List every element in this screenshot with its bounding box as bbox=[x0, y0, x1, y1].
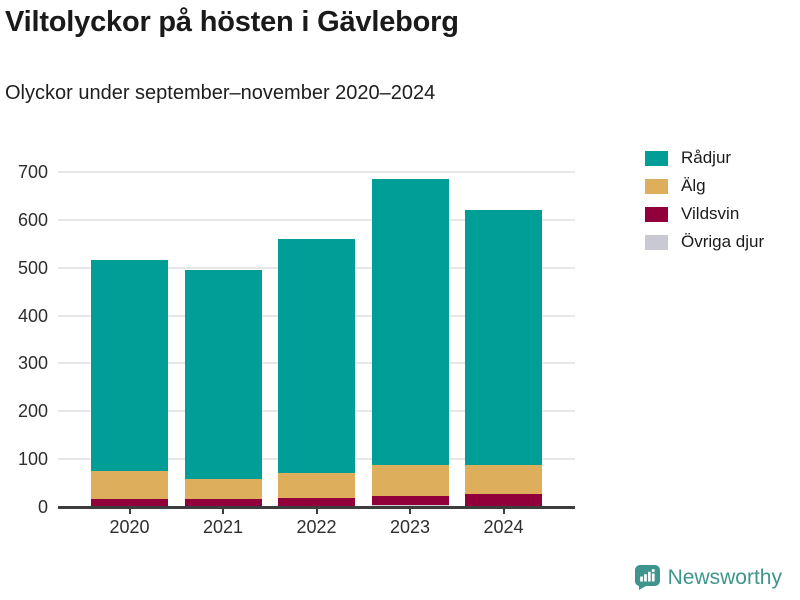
bar-segment-2024-Rådjur bbox=[465, 210, 542, 466]
bar-2024 bbox=[465, 172, 542, 507]
bar-segment-2021-Vildsvin bbox=[184, 498, 262, 507]
bar-segment-2020-Rådjur bbox=[91, 260, 168, 471]
legend-item-3: Vildsvin bbox=[645, 204, 795, 223]
legend: Rådjur Älg Vildsvin Övriga djur bbox=[645, 148, 795, 251]
bar-segment-2020-Vildsvin bbox=[91, 499, 168, 506]
bar-segment-2020-Älg bbox=[91, 470, 168, 500]
y-tick-label-700: 700 bbox=[17, 162, 48, 182]
x-tick-label-2024: 2024 bbox=[483, 517, 524, 537]
y-tick-label-400: 400 bbox=[17, 305, 48, 326]
gridline-700 bbox=[58, 171, 575, 173]
legend-swatch-4 bbox=[645, 234, 668, 250]
legend-swatch-2 bbox=[645, 178, 668, 194]
x-tick-2023 bbox=[409, 507, 411, 514]
bar-segment-2024-Älg bbox=[465, 465, 542, 494]
legend-label-3: Vildsvin bbox=[681, 204, 740, 223]
bar-segment-2022-Älg bbox=[278, 473, 355, 499]
y-tick-label-100: 100 bbox=[17, 449, 48, 470]
bar-segment-2022-Rådjur bbox=[278, 239, 355, 474]
legend-swatch-1 bbox=[645, 150, 668, 166]
y-tick-label-200: 200 bbox=[17, 401, 48, 422]
newsworthy-brand-text: Newsworthy bbox=[667, 565, 782, 589]
newsworthy-logo-icon bbox=[634, 565, 660, 590]
bar-segment-2024-Vildsvin bbox=[465, 493, 542, 507]
x-axis-line bbox=[58, 506, 575, 509]
bar-segment-2021-Rådjur bbox=[184, 270, 262, 480]
x-tick-2020 bbox=[128, 507, 131, 514]
legend-swatch-3 bbox=[645, 206, 668, 222]
bar-2022 bbox=[278, 172, 355, 507]
legend-item-4: Övriga djur bbox=[645, 232, 795, 251]
y-tick-label-600: 600 bbox=[17, 209, 48, 230]
bar-segment-2022-Vildsvin bbox=[278, 498, 355, 507]
x-tick-label-2021: 2021 bbox=[202, 517, 244, 537]
y-tick-label-500: 500 bbox=[17, 257, 48, 278]
legend-item-1: Rådjur bbox=[645, 148, 795, 167]
x-tick-label-2022: 2022 bbox=[296, 517, 337, 537]
chart-title: Viltolyckor på hösten i Gävleborg bbox=[5, 6, 459, 38]
bar-segment-2023-Älg bbox=[371, 464, 449, 496]
bar-segment-2023-Övriga djur bbox=[371, 504, 449, 507]
x-tick-2022 bbox=[315, 507, 318, 514]
chart-subtitle: Olyckor under september–november 2020–20… bbox=[5, 82, 436, 104]
x-tick-2021 bbox=[222, 507, 224, 514]
bar-2020 bbox=[91, 172, 168, 507]
plot-area bbox=[58, 171, 575, 514]
y-tick-label-0: 0 bbox=[37, 497, 48, 517]
x-tick-label-2020: 2020 bbox=[109, 517, 150, 537]
x-tick-2024 bbox=[502, 507, 505, 514]
bar-segment-2023-Vildsvin bbox=[371, 496, 449, 505]
legend-label-1: Rådjur bbox=[681, 148, 732, 167]
y-tick-label-300: 300 bbox=[17, 353, 48, 374]
legend-label-4: Övriga djur bbox=[681, 232, 765, 251]
bar-2023 bbox=[371, 172, 449, 507]
x-tick-label-2023: 2023 bbox=[389, 517, 431, 537]
legend-label-2: Älg bbox=[681, 176, 706, 195]
bar-segment-2023-Rådjur bbox=[371, 178, 449, 465]
gridline-600 bbox=[58, 218, 575, 221]
bar-segment-2021-Älg bbox=[184, 479, 262, 499]
legend-item-2: Älg bbox=[645, 176, 795, 195]
newsworthy-brand: Newsworthy bbox=[634, 565, 782, 590]
bar-2021 bbox=[184, 172, 262, 507]
